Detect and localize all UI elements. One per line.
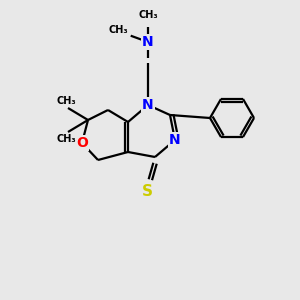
Text: O: O <box>76 136 88 150</box>
Text: N: N <box>169 133 181 147</box>
Text: N: N <box>142 98 154 112</box>
Text: CH₃: CH₃ <box>56 134 76 144</box>
Text: N: N <box>142 35 154 49</box>
Text: S: S <box>142 184 152 200</box>
Text: CH₃: CH₃ <box>108 25 128 35</box>
Text: CH₃: CH₃ <box>56 96 76 106</box>
Text: CH₃: CH₃ <box>138 10 158 20</box>
